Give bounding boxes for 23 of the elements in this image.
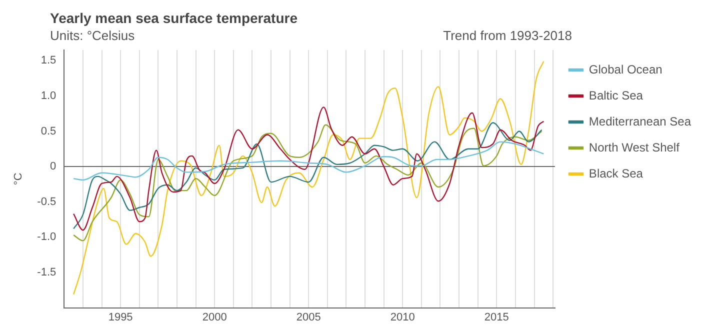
line-series xyxy=(72,141,544,181)
y-tick-label: 0.5 xyxy=(40,125,56,138)
y-tick-label: 1.0 xyxy=(40,90,56,102)
y-tick-label: 1.5 xyxy=(40,54,56,67)
line-series xyxy=(72,60,544,295)
y-tick-label: -1.0 xyxy=(37,231,56,244)
x-tick-label: 2010 xyxy=(390,311,415,324)
x-tick-label: 2005 xyxy=(296,311,321,324)
x-tick-label: 2015 xyxy=(484,311,509,324)
x-tick-label: 1995 xyxy=(108,311,133,324)
x-tick-label: 2000 xyxy=(202,311,227,324)
y-axis-title: °C xyxy=(12,172,25,186)
y-tick-label: 0 xyxy=(50,160,56,173)
text: Trend from 1993-2018 xyxy=(442,28,572,43)
legend-label: Mediterranean Sea xyxy=(588,114,692,128)
chart-title: Yearly mean sea surface temperature xyxy=(50,10,298,26)
y-tick-label: -0.5 xyxy=(37,196,56,208)
y-tick-label: -1.5 xyxy=(37,266,56,279)
legend-label: Black Sea xyxy=(588,166,644,180)
legend-label: North West Shelf xyxy=(588,140,680,154)
legend-label: Global Ocean xyxy=(588,62,662,76)
legend-label: Baltic Sea xyxy=(588,88,644,102)
chart-subtitle: Units: °Celsius xyxy=(50,28,135,43)
